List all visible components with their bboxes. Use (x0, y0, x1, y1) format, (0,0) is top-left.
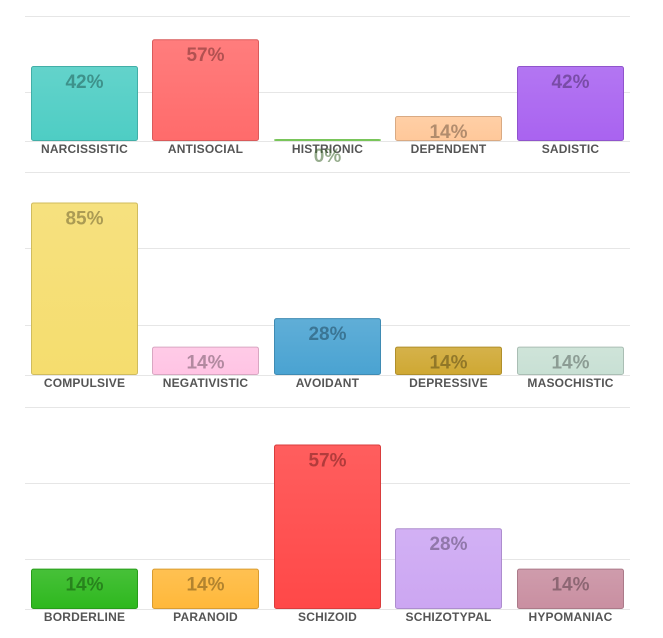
value-label: 14% (65, 575, 103, 596)
chart-panel-3: BORDERLINE 14% PARANOID 14% SCHIZOID 57% SCHIZ… (25, 407, 630, 624)
chart-panel-1: NARCISSISTIC 42% ANTISOCIAL 57% HISTRIONIC0%… (25, 16, 630, 167)
bar-borderline (31, 568, 138, 609)
category-label: PARANOID (173, 610, 238, 624)
category-label: MASOCHISTIC (527, 376, 613, 390)
category-label: HISTRIONIC (292, 142, 363, 156)
value-label: 14% (186, 353, 224, 374)
category-label: DEPRESSIVE (409, 376, 488, 390)
bar-antisocial (152, 39, 259, 141)
category-label: SADISTIC (542, 142, 600, 156)
value-label: 42% (551, 72, 589, 93)
bar-masochistic (517, 346, 624, 375)
bar-depressive (395, 346, 502, 375)
value-label: 14% (551, 575, 589, 596)
bar-paranoid (152, 568, 259, 609)
category-label: NARCISSISTIC (41, 142, 128, 156)
category-label: ANTISOCIAL (168, 142, 243, 156)
bar-avoidant (274, 318, 381, 376)
category-label: HYPOMANIAC (528, 610, 612, 624)
category-label: AVOIDANT (296, 376, 360, 390)
bar-dependent (395, 116, 502, 141)
bar-hypomaniac (517, 568, 624, 609)
value-label: 0% (314, 146, 342, 167)
category-label: COMPULSIVE (44, 376, 125, 390)
value-label: 42% (65, 72, 103, 93)
value-label: 14% (186, 575, 224, 596)
value-label: 14% (429, 353, 467, 374)
category-label: NEGATIVISTIC (163, 376, 249, 390)
bar-histrionic (274, 139, 381, 141)
chart-panel-2: COMPULSIVE 85% NEGATIVISTIC 14% AVOIDANT 28% D… (25, 172, 630, 390)
bar-schizotypal (395, 528, 502, 610)
value-label: 57% (308, 451, 346, 472)
value-label: 85% (65, 208, 103, 229)
value-label: 28% (308, 324, 346, 345)
bar-compulsive (31, 202, 138, 375)
category-label: SCHIZOID (298, 610, 357, 624)
bar-negativistic (152, 346, 259, 375)
bar-sadistic (517, 66, 624, 141)
value-label: 28% (429, 534, 467, 555)
category-label: SCHIZOTYPAL (406, 610, 492, 624)
value-label: 14% (551, 353, 589, 374)
value-label: 14% (429, 122, 467, 143)
bar-schizoid (274, 444, 381, 609)
value-label: 57% (186, 45, 224, 66)
category-label: DEPENDENT (411, 142, 487, 156)
bar-narcissistic (31, 66, 138, 141)
category-label: BORDERLINE (44, 610, 125, 624)
